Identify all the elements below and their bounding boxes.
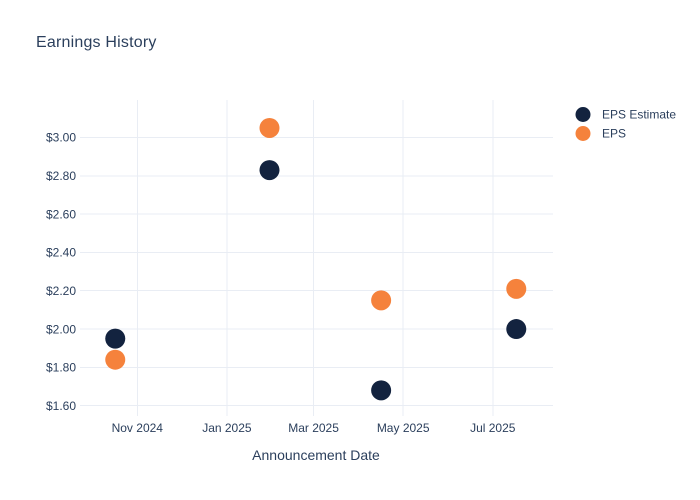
y-tick-label: $1.60 bbox=[46, 399, 76, 413]
legend-item-eps-estimate[interactable]: EPS Estimate bbox=[575, 107, 677, 122]
gridlines bbox=[80, 100, 553, 416]
eps-point bbox=[259, 117, 280, 138]
x-tick-label: Mar 2025 bbox=[288, 421, 339, 435]
eps-point bbox=[506, 278, 527, 299]
y-tick-label: $2.20 bbox=[46, 284, 76, 298]
eps-point bbox=[105, 349, 126, 370]
y-tick-label: $2.40 bbox=[46, 246, 76, 260]
y-tick-label: $1.80 bbox=[46, 361, 76, 375]
x-axis-title: Announcement Date bbox=[252, 447, 380, 463]
y-tick-label: $3.00 bbox=[46, 131, 76, 145]
eps-point bbox=[371, 290, 392, 311]
legend-marker-eps-estimate-icon bbox=[575, 107, 591, 122]
legend-label-eps-estimate: EPS Estimate bbox=[602, 108, 676, 122]
y-tick-label: $2.00 bbox=[46, 322, 76, 336]
legend-item-eps[interactable]: EPS bbox=[575, 126, 627, 141]
x-tick-label: Jan 2025 bbox=[202, 421, 252, 435]
legend: EPS Estimate EPS bbox=[575, 107, 677, 141]
x-tick-label: May 2025 bbox=[377, 421, 430, 435]
legend-marker-eps-icon bbox=[575, 126, 591, 141]
eps-estimate-point bbox=[105, 328, 126, 349]
eps-estimate-point bbox=[259, 160, 280, 181]
x-tick-label: Jul 2025 bbox=[470, 421, 516, 435]
y-tick-label: $2.80 bbox=[46, 169, 76, 183]
x-axis-tick-labels: Nov 2024 Jan 2025 Mar 2025 May 2025 Jul 2025 bbox=[112, 421, 516, 435]
chart-title: Earnings History bbox=[36, 34, 157, 51]
x-tick-label: Nov 2024 bbox=[112, 421, 164, 435]
eps-estimate-point bbox=[371, 380, 392, 401]
legend-label-eps: EPS bbox=[602, 127, 626, 141]
eps-estimate-point bbox=[506, 319, 527, 340]
y-tick-label: $2.60 bbox=[46, 207, 76, 221]
data-points bbox=[105, 117, 527, 401]
y-axis-tick-labels: $3.00 $2.80 $2.60 $2.40 $2.20 $2.00 $1.80 $1.60 bbox=[46, 131, 76, 413]
